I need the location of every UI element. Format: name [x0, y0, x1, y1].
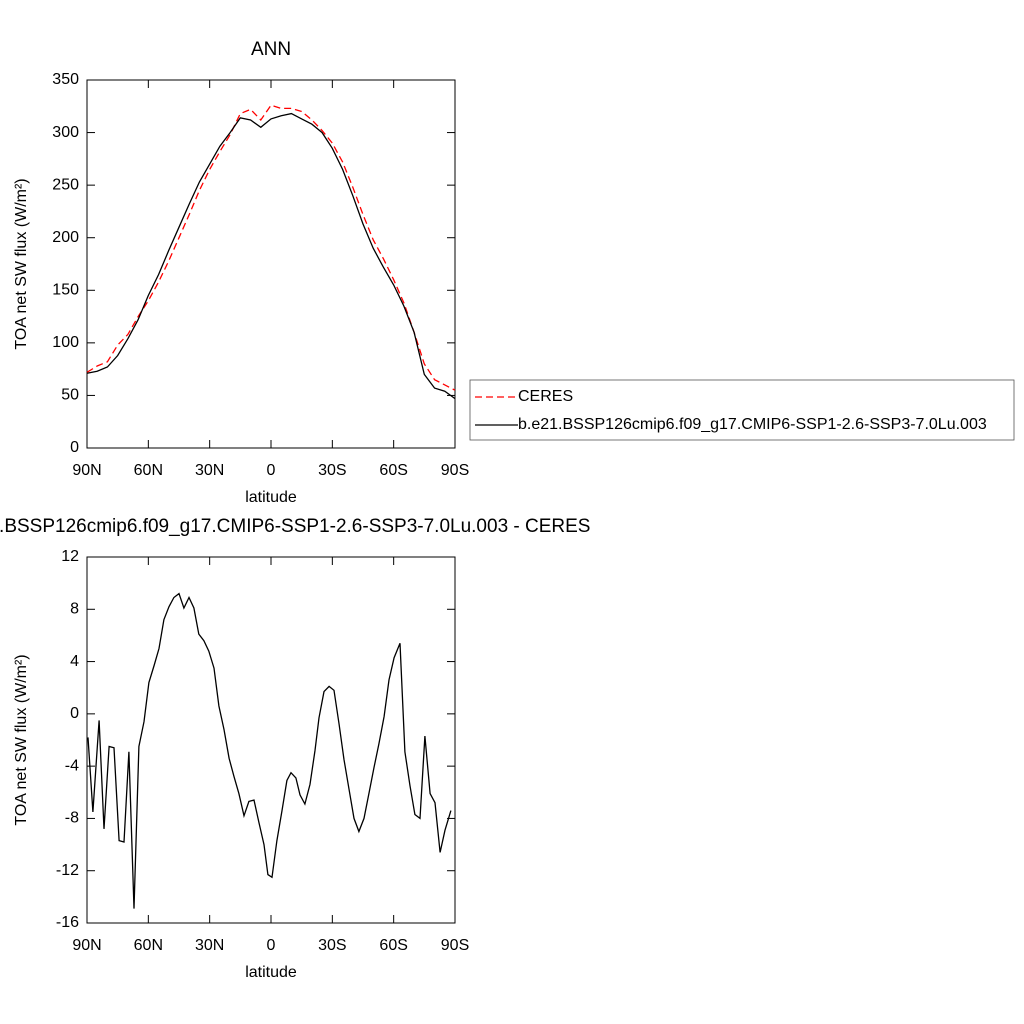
x-tick-label: 90N — [72, 937, 101, 954]
x-axis-label: latitude — [245, 489, 297, 506]
series-line — [86, 112, 456, 400]
x-tick-label: 60S — [379, 462, 407, 479]
chart-title: ANN — [251, 39, 291, 60]
y-tick-label: 100 — [52, 334, 79, 351]
y-tick-label: 0 — [70, 439, 79, 456]
x-tick-label: 60S — [379, 937, 407, 954]
y-tick-label: 300 — [52, 124, 79, 141]
y-tick-label: -4 — [65, 757, 79, 774]
chart-title: b.e21.BSSP126cmip6.f09_g17.CMIP6-SSP1-2.… — [0, 516, 590, 537]
y-tick-label: 12 — [61, 548, 79, 565]
y-tick-label: -8 — [65, 810, 79, 827]
y-tick-label: 350 — [52, 71, 79, 88]
x-tick-label: 0 — [267, 937, 276, 954]
y-axis-label: TOA net SW flux (W/m²) — [13, 654, 30, 825]
y-tick-label: 250 — [52, 176, 79, 193]
y-tick-label: 150 — [52, 282, 79, 299]
y-tick-label: -16 — [56, 914, 79, 931]
plot-frame — [86, 556, 456, 924]
legend-box — [469, 379, 1015, 441]
x-tick-label: 0 — [267, 462, 276, 479]
y-tick-label: -12 — [56, 862, 79, 879]
legend-label: CERES — [518, 388, 573, 405]
x-tick-label: 30N — [195, 462, 224, 479]
x-axis-label: latitude — [245, 964, 297, 981]
legend-label: b.e21.BSSP126cmip6.f09_g17.CMIP6-SSP1-2.… — [518, 416, 987, 433]
y-tick-label: 50 — [61, 387, 79, 404]
x-tick-label: 90N — [72, 462, 101, 479]
series-line — [86, 104, 456, 391]
y-tick-label: 0 — [70, 705, 79, 722]
x-tick-label: 30S — [318, 462, 346, 479]
y-axis-label: TOA net SW flux (W/m²) — [13, 178, 30, 349]
y-tick-label: 8 — [70, 601, 79, 618]
plot-frame — [86, 79, 456, 449]
x-tick-label: 30N — [195, 937, 224, 954]
y-tick-label: 200 — [52, 229, 79, 246]
x-tick-label: 60N — [134, 937, 163, 954]
x-tick-label: 60N — [134, 462, 163, 479]
x-tick-label: 90S — [441, 462, 469, 479]
x-tick-label: 30S — [318, 937, 346, 954]
series-line — [87, 592, 452, 909]
y-tick-label: 4 — [70, 653, 79, 670]
x-tick-label: 90S — [441, 937, 469, 954]
